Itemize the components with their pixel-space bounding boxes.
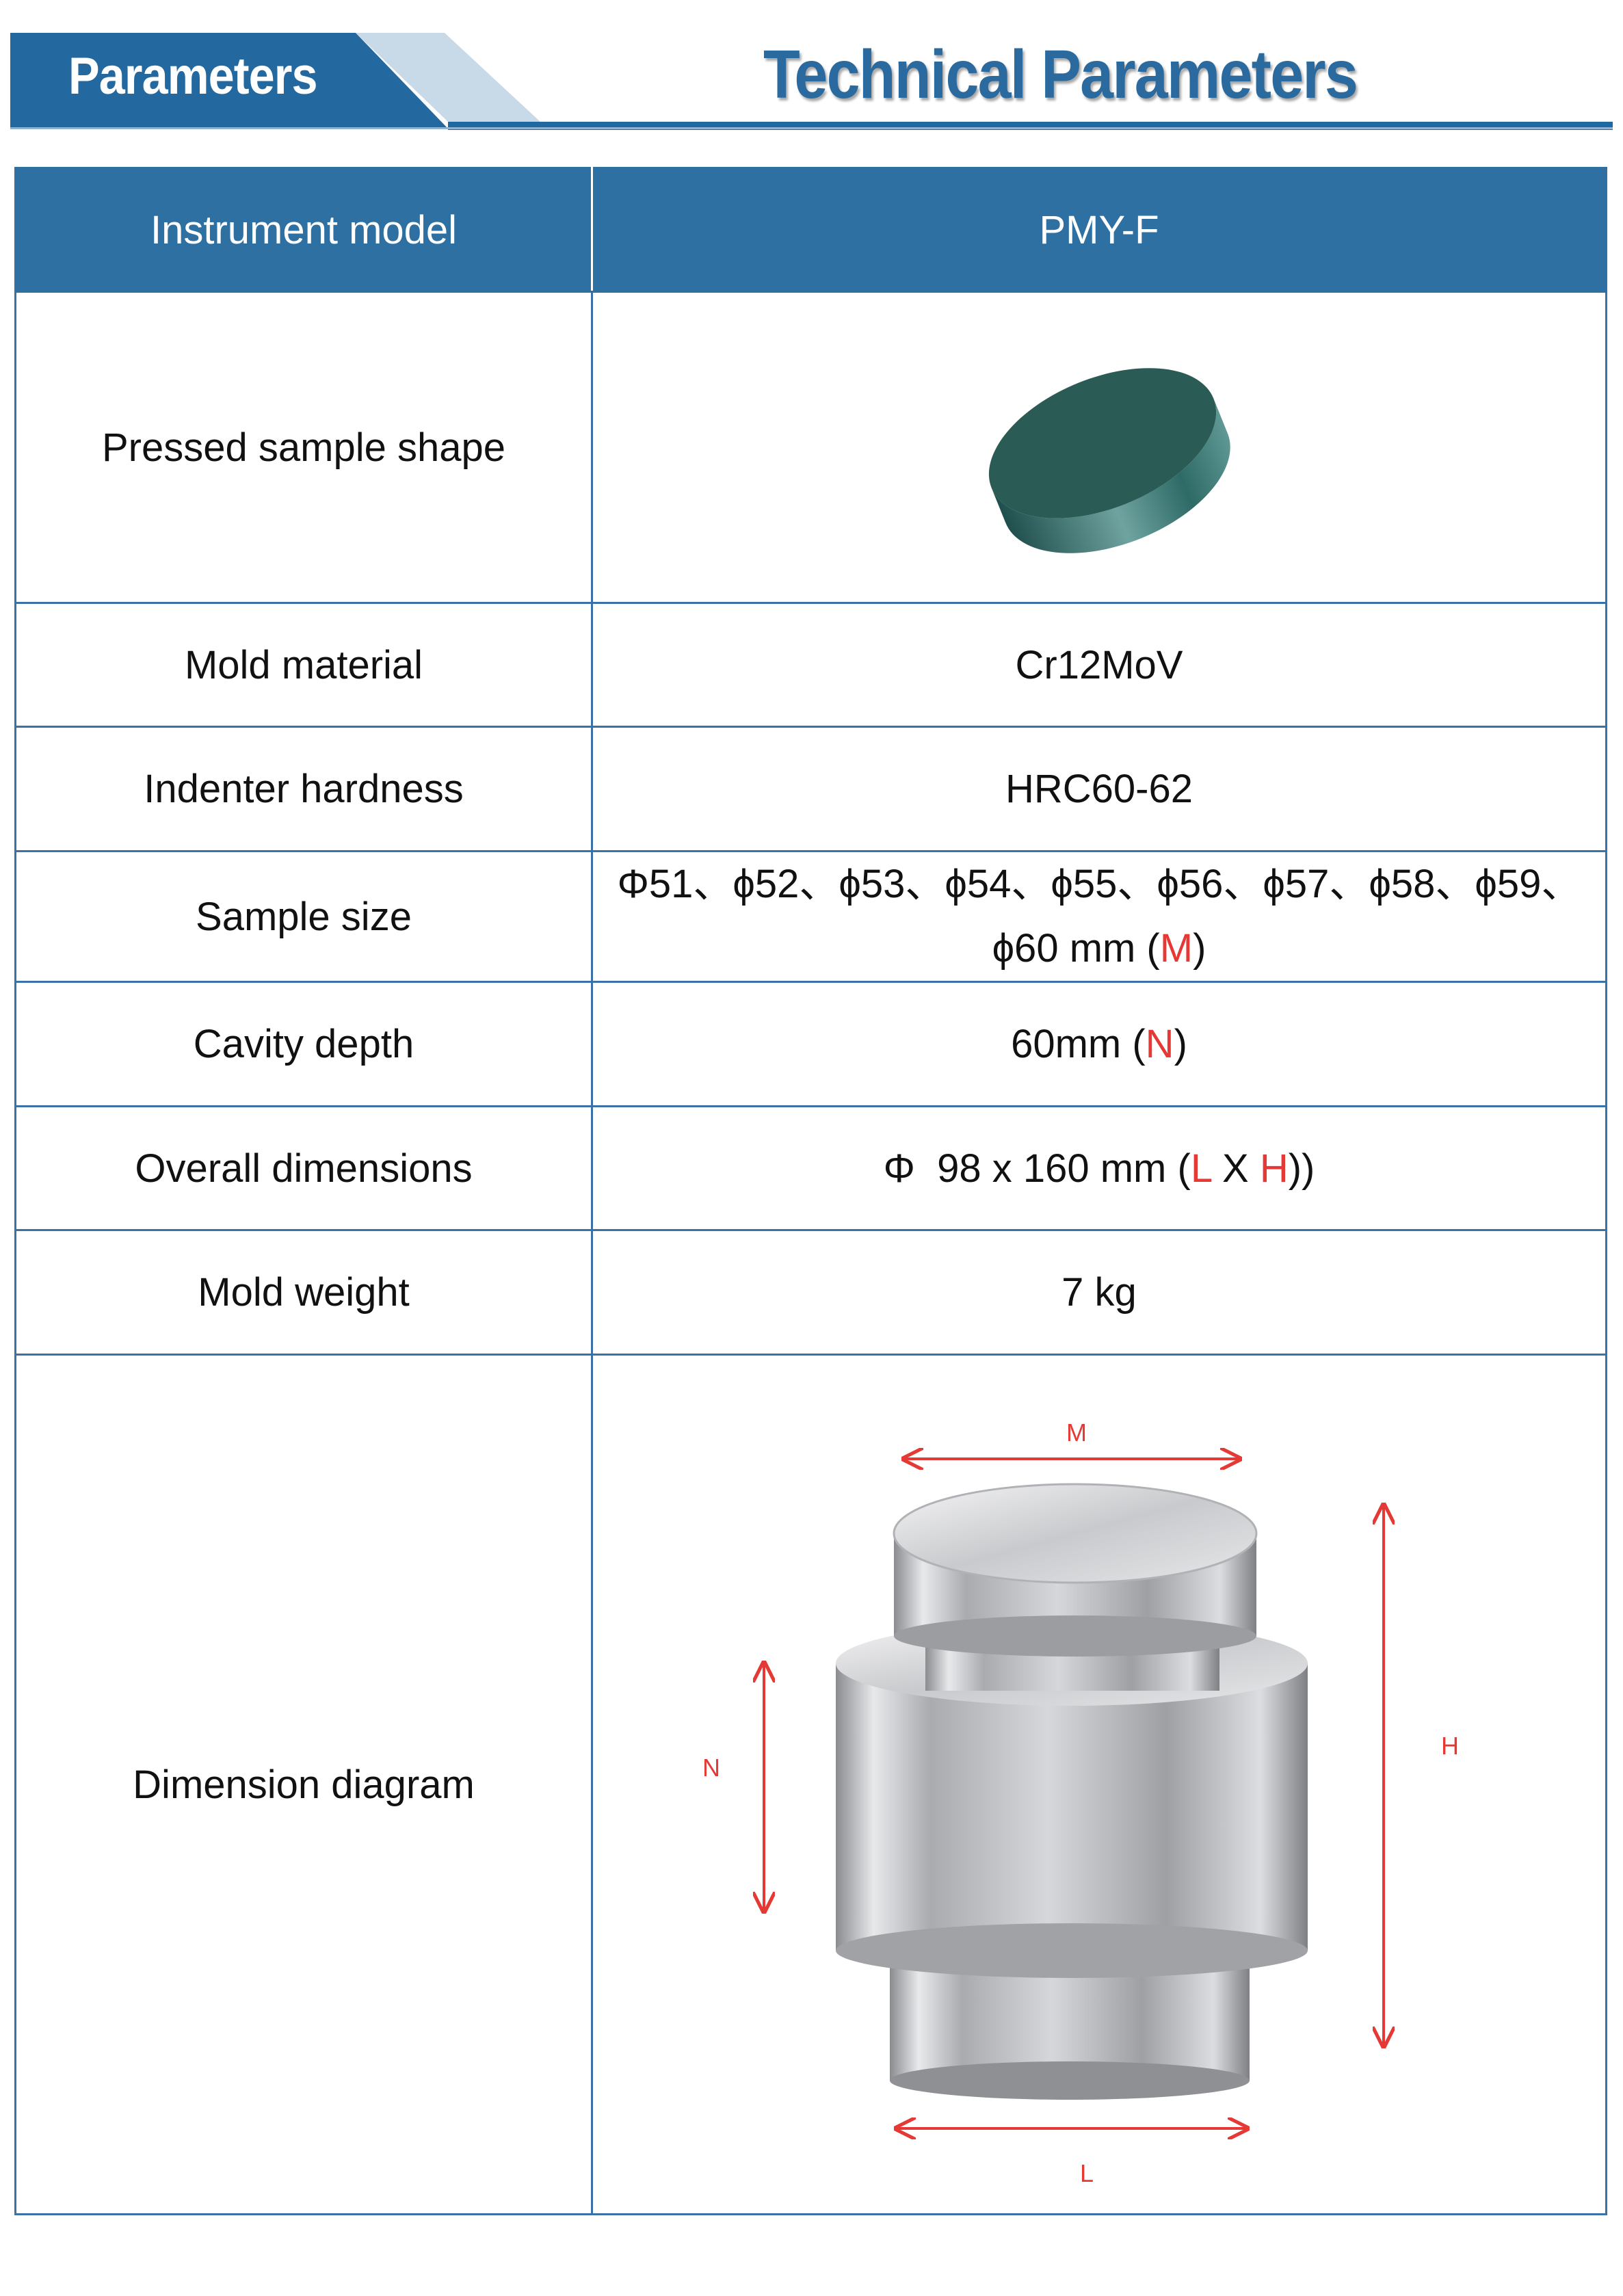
- sample-size-line1: Φ51、ϕ52、ϕ53、ϕ54、ϕ55、ϕ56、ϕ57、ϕ58、ϕ59、: [617, 862, 1581, 906]
- table-row: Mold weight 7 kg: [14, 1229, 1607, 1356]
- row-value: [591, 291, 1607, 604]
- table-row: Overall dimensions Φ 98 x 160 mm (L X H)…: [14, 1105, 1607, 1231]
- table-header-row: Instrument model PMY-F: [14, 167, 1607, 293]
- row-label: Mold material: [14, 602, 593, 728]
- label-h: H: [1441, 1732, 1459, 1760]
- marker-m: M: [1159, 926, 1193, 971]
- table-row: Dimension diagram: [14, 1354, 1607, 2215]
- table-row: Cavity depth 60mm (N): [14, 981, 1607, 1107]
- row-label: Dimension diagram: [14, 1354, 593, 2215]
- dimension-diagram: M N H L: [702, 1418, 1459, 2187]
- value-suffix: )): [1288, 1146, 1315, 1191]
- value-text: 60mm (: [1011, 1022, 1146, 1066]
- value-suffix: ): [1193, 926, 1206, 971]
- page-title: Technical Parameters: [763, 36, 1358, 113]
- row-value: M N H L: [591, 1354, 1607, 2215]
- header-value: PMY-F: [591, 167, 1607, 293]
- marker-l: L: [1190, 1146, 1211, 1191]
- header-label: Instrument model: [14, 167, 593, 293]
- table-row: Indenter hardness HRC60-62: [14, 726, 1607, 852]
- value-text: Φ 98 x 160 mm (: [883, 1146, 1191, 1191]
- banner-shape: [10, 33, 1613, 130]
- row-label: Pressed sample shape: [14, 291, 593, 604]
- row-label: Mold weight: [14, 1229, 593, 1356]
- row-label: Indenter hardness: [14, 726, 593, 852]
- row-value: Φ 98 x 160 mm (L X H)): [591, 1105, 1607, 1231]
- table-row: Mold material Cr12MoV: [14, 602, 1607, 728]
- steel-mold-image: [836, 1483, 1308, 2100]
- banner-label: Parameters: [68, 47, 318, 105]
- row-value: Cr12MoV: [591, 602, 1607, 728]
- marker-n: N: [1145, 1022, 1174, 1066]
- value-sep: X: [1211, 1146, 1260, 1191]
- green-disc-sample-image: [988, 368, 1230, 553]
- label-m: M: [1066, 1418, 1087, 1447]
- row-value: HRC60-62: [591, 726, 1607, 852]
- value-suffix: ): [1174, 1022, 1187, 1066]
- table-row: Sample size Φ51、ϕ52、ϕ53、ϕ54、ϕ55、ϕ56、ϕ57、…: [14, 850, 1607, 983]
- table-row: Pressed sample shape: [14, 291, 1607, 604]
- label-n: N: [702, 1754, 720, 1782]
- row-label: Cavity depth: [14, 981, 593, 1107]
- parameters-table: Instrument model PMY-F Pressed sample sh…: [14, 167, 1607, 2215]
- sample-size-line2: ϕ60 mm (M): [593, 916, 1605, 981]
- row-value: Φ51、ϕ52、ϕ53、ϕ54、ϕ55、ϕ56、ϕ57、ϕ58、ϕ59、 ϕ60…: [591, 850, 1607, 983]
- row-value: 7 kg: [591, 1229, 1607, 1356]
- row-label: Sample size: [14, 850, 593, 983]
- row-label: Overall dimensions: [14, 1105, 593, 1231]
- section-banner: Parameters Technical Parameters: [0, 0, 1623, 137]
- row-value: 60mm (N): [591, 981, 1607, 1107]
- marker-h: H: [1259, 1146, 1289, 1191]
- value-text: ϕ60 mm (: [992, 926, 1160, 971]
- label-l: L: [1080, 2159, 1094, 2187]
